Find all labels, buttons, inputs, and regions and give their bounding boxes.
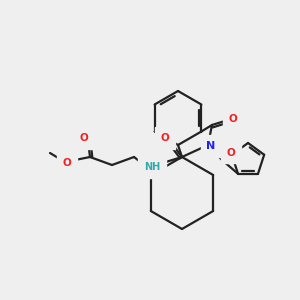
Text: N: N [206,141,216,151]
Text: O: O [229,114,237,124]
Text: O: O [80,133,88,143]
Text: O: O [226,148,235,158]
Text: O: O [160,133,169,143]
Text: NH: NH [144,162,160,172]
Text: O: O [63,158,71,168]
